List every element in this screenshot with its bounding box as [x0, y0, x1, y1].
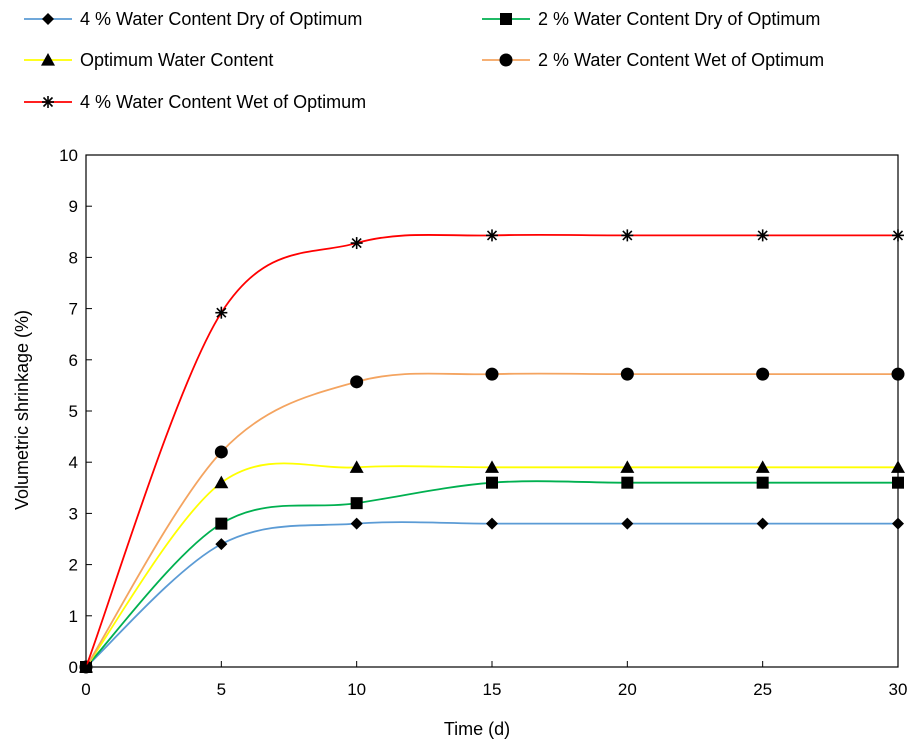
- legend-entry: 4 % Water Content Dry of Optimum: [24, 9, 362, 29]
- series-5: [80, 229, 904, 673]
- star-stroke: [216, 307, 227, 318]
- data-point-star: [621, 229, 634, 242]
- data-point-diamond: [621, 517, 634, 530]
- data-point-diamond: [42, 13, 54, 25]
- data-point-diamond: [215, 538, 228, 551]
- x-tick-label: 25: [753, 680, 772, 699]
- data-point-circle: [620, 367, 634, 381]
- x-tick-label: 30: [889, 680, 908, 699]
- data-point-circle: [756, 367, 770, 381]
- data-point-square: [892, 476, 904, 489]
- data-point-diamond: [350, 517, 363, 530]
- data-point-square: [756, 476, 769, 489]
- star-stroke: [622, 230, 633, 241]
- star-stroke: [80, 661, 92, 673]
- data-point-triangle: [620, 460, 635, 473]
- series-line: [85, 521, 898, 668]
- legend-label: 2 % Water Content Dry of Optimum: [538, 9, 820, 29]
- data-point-circle: [499, 53, 513, 67]
- data-point-square: [486, 476, 498, 489]
- star-stroke: [486, 230, 498, 241]
- star-stroke: [42, 96, 54, 108]
- data-point-circle: [485, 367, 499, 381]
- data-point-triangle: [485, 460, 499, 473]
- data-point-star: [892, 229, 904, 242]
- legend-label: 4 % Water Content Wet of Optimum: [80, 92, 366, 112]
- legend-label: 2 % Water Content Wet of Optimum: [538, 50, 824, 70]
- data-point-star: [42, 96, 54, 108]
- x-tick-label: 5: [217, 680, 226, 699]
- star-stroke: [351, 237, 362, 249]
- legend-label: 4 % Water Content Dry of Optimum: [80, 9, 362, 29]
- y-tick-label: 6: [69, 351, 78, 370]
- y-tick-label: 1: [69, 607, 78, 626]
- data-point-triangle: [891, 460, 905, 473]
- data-point-star: [486, 229, 498, 242]
- data-point-star: [80, 661, 92, 673]
- series-line: [85, 462, 898, 668]
- y-tick-label: 4: [69, 453, 78, 472]
- y-axis-title: Volumetric shrinkage (%): [12, 310, 32, 510]
- legend-entry: 2 % Water Content Dry of Optimum: [482, 9, 820, 29]
- data-point-star: [215, 306, 228, 319]
- series-3: [79, 460, 905, 673]
- data-point-diamond: [756, 517, 769, 530]
- series-1: [80, 517, 904, 673]
- data-point-star: [756, 229, 769, 242]
- x-tick-label: 15: [483, 680, 502, 699]
- legend: 4 % Water Content Dry of Optimum 2 % Wate…: [24, 9, 824, 112]
- data-point-triangle: [755, 460, 770, 473]
- y-tick-label: 0: [69, 658, 78, 677]
- series-line: [85, 480, 898, 668]
- axes: 0 1 2 3 4 5 6 7 8 9 10 0 5 10 15 20 25 30: [59, 146, 907, 699]
- star-stroke: [757, 230, 768, 241]
- y-tick-label: 10: [59, 146, 78, 165]
- star-stroke: [892, 230, 904, 241]
- y-tick-label: 9: [69, 197, 78, 216]
- x-tick-label: 20: [618, 680, 637, 699]
- legend-entry: Optimum Water Content: [24, 50, 273, 70]
- data-point-square: [350, 497, 363, 510]
- data-point-diamond: [486, 517, 498, 530]
- legend-entry: 4 % Water Content Wet of Optimum: [24, 92, 366, 112]
- y-tick-label: 2: [69, 556, 78, 575]
- series-line: [85, 233, 898, 668]
- data-point-square: [215, 517, 228, 530]
- data-point-triangle: [41, 53, 55, 66]
- data-point-triangle: [214, 475, 229, 489]
- data-point-circle: [214, 445, 228, 459]
- x-tick-label: 10: [347, 680, 366, 699]
- data-point-diamond: [892, 517, 904, 530]
- series-layer: [79, 229, 905, 674]
- x-axis-title: Time (d): [444, 719, 510, 739]
- y-tick-label: 7: [69, 300, 78, 319]
- data-point-triangle: [349, 460, 364, 473]
- data-point-star: [350, 237, 363, 250]
- data-point-circle: [350, 375, 364, 389]
- data-point-circle: [891, 367, 905, 381]
- legend-entry: 2 % Water Content Wet of Optimum: [482, 50, 824, 70]
- series-2: [80, 476, 904, 673]
- data-point-square: [500, 13, 512, 25]
- x-tick-label: 0: [81, 680, 90, 699]
- data-point-square: [621, 476, 634, 489]
- y-tick-label: 8: [69, 248, 78, 267]
- legend-label: Optimum Water Content: [80, 50, 273, 70]
- y-tick-label: 3: [69, 504, 78, 523]
- y-tick-label: 5: [69, 402, 78, 421]
